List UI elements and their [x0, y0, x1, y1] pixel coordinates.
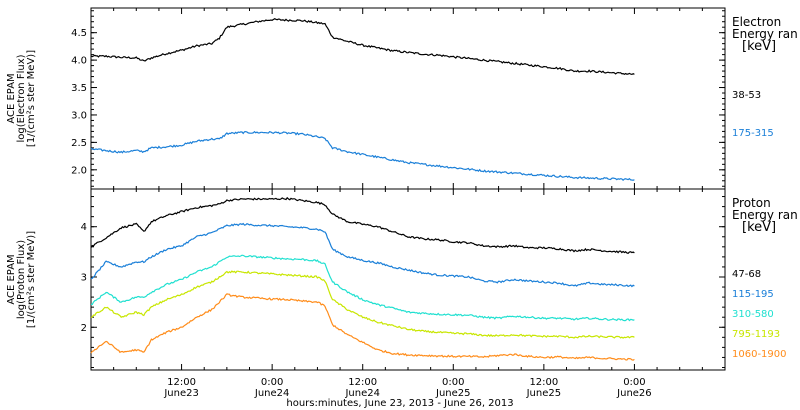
x-tick-label: 0:00 [442, 377, 464, 388]
legend-entry: 115-195 [732, 289, 774, 300]
x-tick-label: 12:00 [167, 377, 196, 388]
y-tick-label: 3.5 [71, 83, 87, 94]
x-tick-label: 12:00 [348, 377, 377, 388]
legend-entry: 175-315 [732, 128, 774, 139]
legend-title: Energy ran [732, 27, 798, 41]
x-tick-date-label: June24 [254, 388, 290, 399]
legend-title: [keV] [742, 39, 776, 54]
y-tick-label: 4.5 [71, 28, 87, 39]
x-tick-label: 0:00 [261, 377, 283, 388]
series-line-115-195 [90, 222, 635, 288]
series-line-38-53 [90, 18, 635, 76]
y-tick-label: 3 [81, 272, 87, 283]
y-tick-label: 4 [81, 222, 87, 233]
legend-entry: 47-68 [732, 269, 761, 280]
time-axis: 12:00June230:00June2412:00June240:00June… [163, 377, 651, 399]
y-tick-label: 2.0 [71, 165, 87, 176]
y-axis-label: log(Proton Flux) [16, 240, 27, 319]
legend-entry: 795-1193 [732, 329, 780, 340]
series-line-1060-1900 [90, 293, 635, 361]
x-tick-date-label: June23 [163, 388, 199, 399]
legend-entry: 38-53 [732, 90, 761, 101]
y-axis-label: ACE EPAM [6, 73, 17, 123]
plot-frame [90, 188, 726, 371]
y-tick-label: 4.0 [71, 56, 87, 67]
proton-flux-panel: 2 3 4 ACE EPAM log(Proton Flux) [1/(cm²s ster… [6, 188, 798, 371]
x-tick-date-label: June25 [435, 388, 471, 399]
legend-entry: 310-580 [732, 309, 774, 320]
legend-entry: 1060-1900 [732, 349, 787, 360]
x-tick-date-label: June24 [344, 388, 380, 399]
y-axis-label: log(Electron Flux) [16, 54, 27, 142]
x-tick-label: 0:00 [623, 377, 645, 388]
y-tick-label: 3.0 [71, 110, 87, 121]
legend-title: Proton [732, 196, 771, 210]
plot-frame [90, 7, 726, 190]
x-axis-label: hours:minutes, June 23, 2013 - June 26, … [286, 398, 513, 409]
series-line-47-68 [90, 196, 635, 254]
legend-title: Energy ran [732, 208, 798, 222]
y-tick-label: 2 [81, 323, 87, 334]
series-line-795-1193 [90, 270, 635, 339]
y-axis-label: [1/(cm²s ster MeV)] [26, 231, 37, 328]
series-line-310-580 [91, 254, 635, 322]
electron-flux-panel: 2.0 2.5 3.0 3.5 4.0 4.5 ACE EPAM log(Electron F… [6, 7, 798, 190]
x-tick-date-label: June26 [616, 388, 652, 399]
y-tick-label: 2.5 [71, 138, 87, 149]
y-axis-label: ACE EPAM [6, 254, 17, 304]
x-tick-date-label: June25 [526, 388, 562, 399]
x-tick-label: 12:00 [529, 377, 558, 388]
y-axis-label: [1/(cm²s ster MeV)] [26, 50, 37, 147]
legend-title: [keV] [742, 220, 776, 235]
legend-title: Electron [732, 15, 781, 29]
series-line-175-315 [90, 130, 635, 182]
